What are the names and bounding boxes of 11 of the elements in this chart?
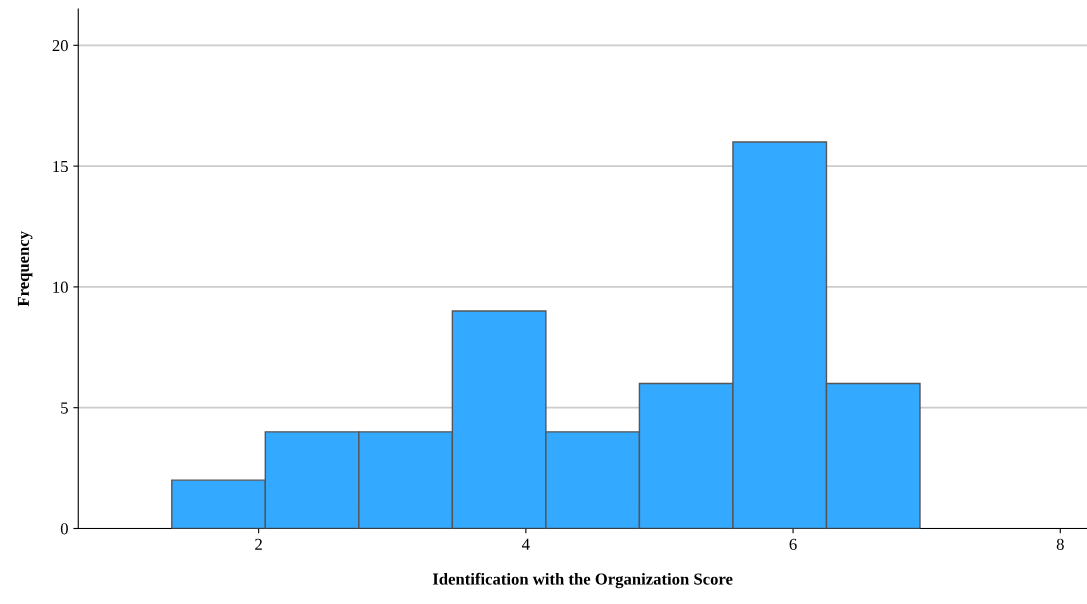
y-tick-label: 0 — [60, 523, 68, 535]
y-tick-label: 10 — [53, 281, 68, 293]
y-tick-label: 20 — [52, 40, 68, 52]
x-tick-label: 6 — [789, 538, 797, 550]
y-axis-title: Frequency — [17, 231, 33, 307]
x-tick-label: 8 — [1056, 538, 1064, 550]
x-tick-label: 4 — [522, 538, 530, 550]
x-axis-title: Identification with the Organization Score — [432, 572, 733, 589]
x-tick-label: 2 — [255, 538, 262, 550]
y-tick-label: 15 — [53, 160, 68, 173]
y-tick-label: 5 — [61, 402, 68, 414]
